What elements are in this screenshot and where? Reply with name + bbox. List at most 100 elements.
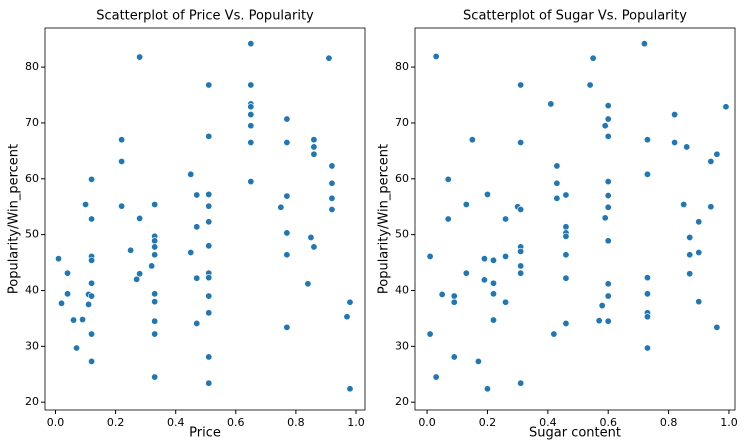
point [205,309,213,317]
point [88,256,96,264]
x-tick-label: 0.0 [418,416,436,429]
point [474,357,482,365]
y-tick-label: 30 [395,339,409,352]
point [468,136,476,144]
point [283,115,291,123]
point [517,262,525,270]
point [598,302,606,310]
point [686,270,694,278]
point [88,357,96,365]
point [205,379,213,387]
point [707,203,715,211]
point [148,262,156,270]
point [562,223,570,231]
point [133,275,141,283]
point [502,215,510,223]
y-tick-label: 20 [395,395,409,408]
subplot: Scatterplot of Price Vs. Popularity Price… [7,9,366,441]
point [683,143,691,151]
point [680,200,688,208]
point [283,229,291,237]
point [547,100,555,108]
point [553,194,561,202]
point [643,344,651,352]
point [151,317,159,325]
point [310,243,318,251]
point [483,190,491,198]
x-tick-label: 0.0 [47,416,65,429]
point [438,290,446,298]
point [193,319,201,327]
point [483,385,491,393]
point [450,298,458,306]
point [187,170,195,178]
point [480,276,488,284]
point [118,202,126,210]
point [643,136,651,144]
point [643,290,651,298]
point [601,214,609,222]
point [328,194,336,202]
point [64,290,72,298]
plot-frame [414,27,736,411]
point [604,132,612,140]
point [604,178,612,186]
point [205,218,213,226]
point [432,52,440,60]
point [325,54,333,62]
point [426,330,434,338]
point [640,40,648,48]
point [586,81,594,89]
point [205,190,213,198]
point [127,246,135,254]
point [283,251,291,259]
point [517,81,525,89]
point [517,269,525,277]
x-tick-label: 0.4 [539,416,557,429]
y-tick-label: 60 [395,172,409,185]
point [283,323,291,331]
point [462,269,470,277]
point [517,247,525,255]
y-tick-label: 80 [25,60,39,73]
point [64,269,72,277]
point [707,157,715,165]
point [55,255,63,263]
point [489,290,497,298]
point [517,138,525,146]
y-axis-label: Popularity/Win_percent [7,144,22,294]
point [205,274,213,282]
point [88,175,96,183]
point [151,237,159,245]
point [502,298,510,306]
x-tick-label: 0.4 [167,416,185,429]
point [283,192,291,200]
point [70,316,78,324]
point [88,279,96,287]
x-tick-label: 0.2 [479,416,497,429]
y-tick-label: 70 [25,116,39,129]
point [502,252,510,260]
point [310,143,318,151]
y-tick-label: 50 [395,228,409,241]
point [450,353,458,361]
point [489,316,497,324]
point [283,138,291,146]
point [118,136,126,144]
point [205,202,213,210]
chart-title: Scatterplot of Sugar Vs. Popularity [463,9,687,24]
point [489,279,497,287]
point [695,298,703,306]
point [604,280,612,288]
x-tick-label: 0.6 [227,416,245,429]
point [310,150,318,158]
point [346,298,354,306]
point [562,319,570,327]
point [151,298,159,306]
point [426,252,434,260]
point [193,191,201,199]
point [277,203,285,211]
point [151,330,159,338]
y-tick-label: 80 [395,60,409,73]
x-axis-label: Sugar content [529,426,621,441]
